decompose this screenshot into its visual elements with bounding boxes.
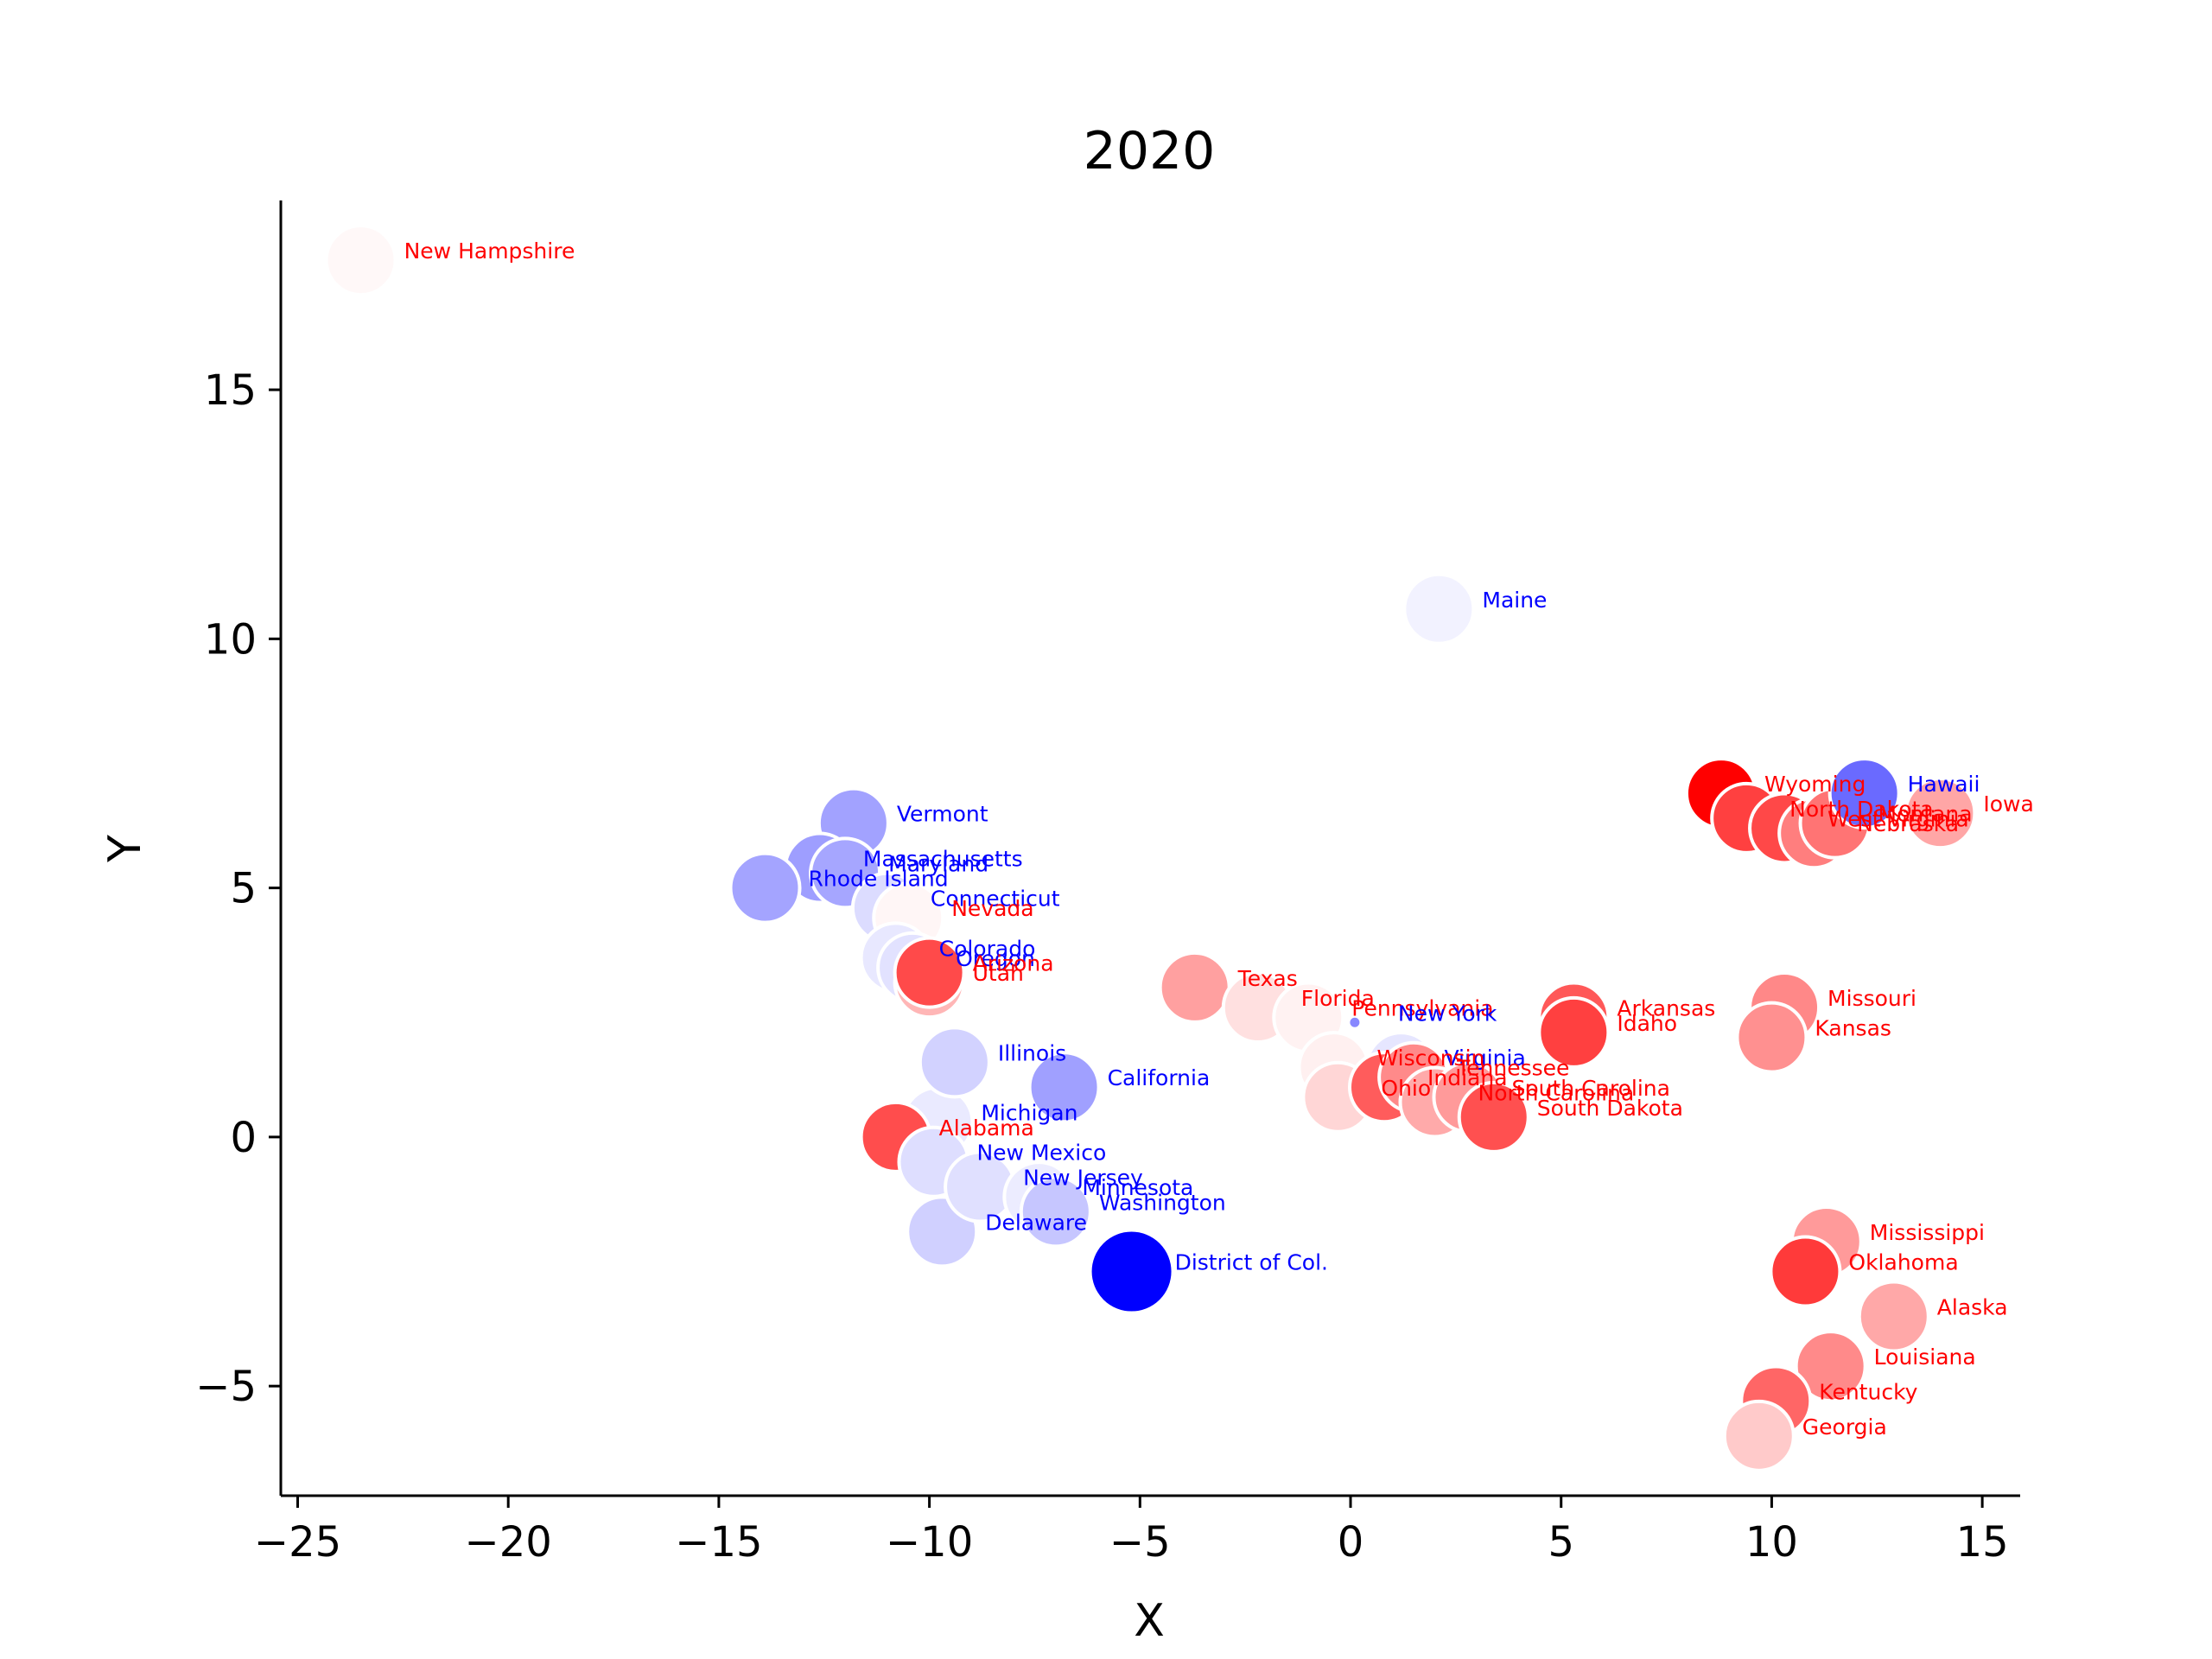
- point-label: Nevada: [951, 896, 1033, 921]
- point-label: Tennessee: [1456, 1056, 1569, 1081]
- point-label: Iowa: [1983, 791, 2033, 817]
- point-label: Nebraska: [1857, 811, 1959, 836]
- y-tick-label: 0: [230, 1114, 257, 1162]
- point-label: Mississippi: [1870, 1220, 1985, 1245]
- data-point: [1019, 1175, 1092, 1249]
- data-point: [918, 1026, 991, 1099]
- point-label: North Dakota: [1789, 797, 1933, 822]
- point-label: South Carolina: [1511, 1076, 1669, 1101]
- data-point: [1735, 1001, 1808, 1074]
- y-tick-label: 5: [230, 865, 257, 913]
- data-point: [1402, 572, 1476, 645]
- point-label: Florida: [1301, 986, 1375, 1011]
- point-label: Wisconsin: [1377, 1046, 1485, 1071]
- point-label: Alabama: [939, 1116, 1034, 1141]
- point-label: Missouri: [1827, 986, 1916, 1011]
- y-tick-label: −5: [195, 1363, 257, 1411]
- point-label: South Dakota: [1537, 1096, 1683, 1121]
- point-label: Maryland: [888, 851, 988, 876]
- point-label: Hawaii: [1908, 772, 1980, 797]
- point-label: Kansas: [1815, 1016, 1891, 1041]
- x-tick-label: −25: [254, 1518, 341, 1567]
- point-label: Utah: [973, 961, 1024, 986]
- point-label: Oklahoma: [1848, 1250, 1958, 1275]
- data-point: [728, 851, 802, 925]
- chart-title: 2020: [1084, 121, 1216, 181]
- point-label: District of Col.: [1175, 1250, 1328, 1275]
- data-point: [1722, 1399, 1796, 1472]
- point-label: Massachusetts: [863, 847, 1023, 872]
- data-point: [1088, 1228, 1175, 1315]
- point-label: Connecticut: [931, 887, 1060, 912]
- x-tick-label: −10: [886, 1518, 973, 1567]
- y-tick-label: 10: [204, 615, 257, 664]
- x-tick-label: −20: [465, 1518, 552, 1567]
- point-label: West Virginia: [1827, 806, 1969, 831]
- data-point: [1027, 1051, 1101, 1124]
- point-label: Vermont: [897, 802, 988, 827]
- point-label: Wyoming: [1764, 772, 1866, 797]
- data-point: [1857, 1280, 1930, 1353]
- point-label: Idaho: [1617, 1011, 1677, 1036]
- x-axis-title: X: [1134, 1595, 1165, 1647]
- point-label: Michigan: [981, 1101, 1077, 1126]
- x-tick-label: −5: [1109, 1518, 1171, 1567]
- point-label: North Carolina: [1478, 1081, 1635, 1106]
- data-point: [324, 224, 397, 297]
- data-point: [893, 936, 966, 1009]
- point-label: Virginia: [1445, 1046, 1526, 1071]
- point-label: Alaska: [1937, 1294, 2008, 1319]
- points-layer: [324, 224, 1977, 1472]
- point-label: Rhode Island: [809, 867, 949, 892]
- point-label: Arizona: [973, 951, 1054, 976]
- x-tick-label: −15: [675, 1518, 762, 1567]
- point-label: Colorado: [939, 936, 1036, 961]
- data-point: [1794, 1330, 1867, 1403]
- x-tick-label: 0: [1338, 1518, 1364, 1567]
- point-label: Arkansas: [1617, 996, 1715, 1021]
- ticks-layer: −25 −20 −15 −10 −5 0 5 10 15 −5 0 5 10 15: [195, 366, 2008, 1567]
- point-label: Maine: [1482, 588, 1547, 613]
- y-tick-label: 15: [204, 366, 257, 415]
- data-point: [1457, 1080, 1530, 1154]
- x-tick-label: 10: [1745, 1518, 1798, 1567]
- point-label: Louisiana: [1874, 1344, 1976, 1370]
- point-label: Oregon: [956, 946, 1035, 971]
- data-point: [1537, 995, 1611, 1069]
- point-label: New York: [1398, 1001, 1497, 1026]
- point-label: Washington: [1099, 1190, 1226, 1215]
- x-tick-label: 5: [1548, 1518, 1574, 1567]
- axes-layer: [279, 200, 2020, 1497]
- point-label: Texas: [1237, 966, 1298, 991]
- point-label: Delaware: [985, 1210, 1087, 1235]
- point-label: Georgia: [1802, 1414, 1887, 1440]
- data-point: [1158, 950, 1231, 1024]
- point-label: New Hampshire: [404, 238, 575, 264]
- data-point: [1827, 757, 1901, 830]
- point-label: Kentucky: [1819, 1379, 1917, 1404]
- y-axis-title: Y: [99, 835, 151, 863]
- x-tick-label: 15: [1956, 1518, 2009, 1567]
- point-label: Indiana: [1427, 1065, 1508, 1090]
- data-point: [1769, 1235, 1842, 1308]
- point-label: Pennsylvania: [1351, 996, 1493, 1021]
- point-label: California: [1108, 1065, 1211, 1090]
- point-label: Minnesota: [1082, 1175, 1193, 1200]
- data-point: [1349, 1016, 1361, 1028]
- point-label: New Mexico: [976, 1141, 1106, 1166]
- point-label: New Jersey: [1023, 1166, 1143, 1191]
- point-label: Montana: [1878, 802, 1973, 827]
- data-point: [1904, 777, 1977, 850]
- point-label: Illinois: [998, 1040, 1066, 1065]
- point-label: Ohio: [1381, 1076, 1431, 1101]
